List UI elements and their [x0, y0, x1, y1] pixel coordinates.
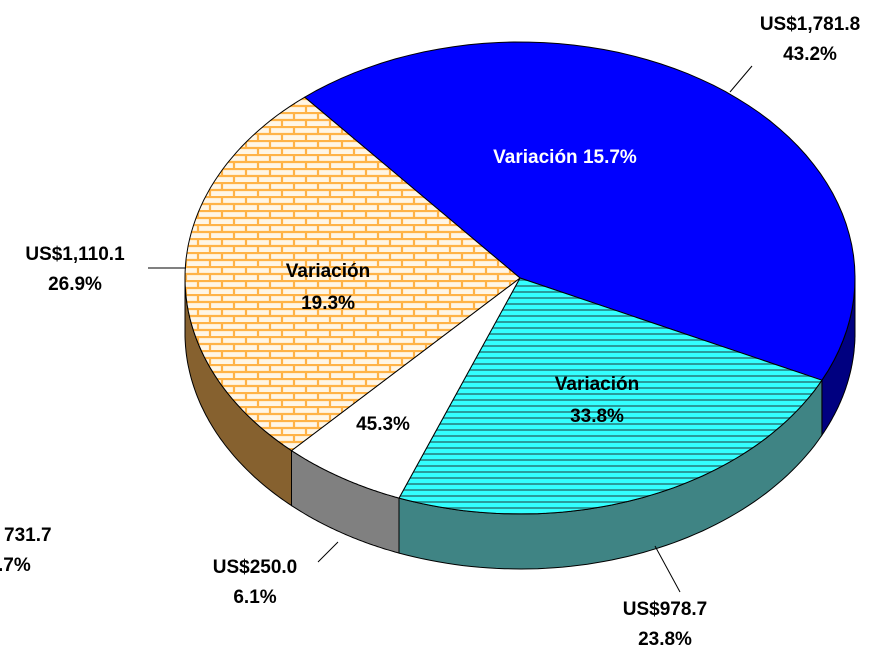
leader-line: [729, 65, 753, 93]
leader-line: [317, 541, 339, 563]
inner-label: 33.8%: [570, 406, 624, 427]
pie-sides: [184, 278, 856, 570]
inner-label: Variación 15.7%: [493, 147, 637, 168]
labels: US$1,781.8 43.2% US$978.7 23.8% US$250.0 6.1%…: [0, 14, 860, 650]
pie-slice: [398, 277, 823, 515]
percent-label: 26.9%: [48, 274, 102, 295]
inner-label: 45.3%: [356, 414, 410, 435]
leader-line: [654, 545, 681, 593]
pie-slice: [290, 277, 521, 499]
pie-slice: [303, 41, 856, 381]
annotation: 731.7: [4, 525, 52, 546]
inner-label: Variación: [555, 374, 640, 395]
percent-label: 6.1%: [233, 587, 276, 608]
value-label: US$1,781.8: [760, 14, 860, 35]
inner-label: 19.3%: [301, 293, 355, 314]
annotation: .7%: [0, 555, 31, 576]
pie-tops: [184, 41, 856, 515]
value-label: US$250.0: [213, 557, 298, 578]
pie-slice: [184, 96, 521, 452]
value-label: US$1,110.1: [25, 244, 125, 265]
inner-label: Variación: [286, 261, 371, 282]
value-label: US$978.7: [623, 599, 708, 620]
percent-label: 23.8%: [638, 629, 692, 650]
percent-label: 43.2%: [783, 44, 837, 65]
